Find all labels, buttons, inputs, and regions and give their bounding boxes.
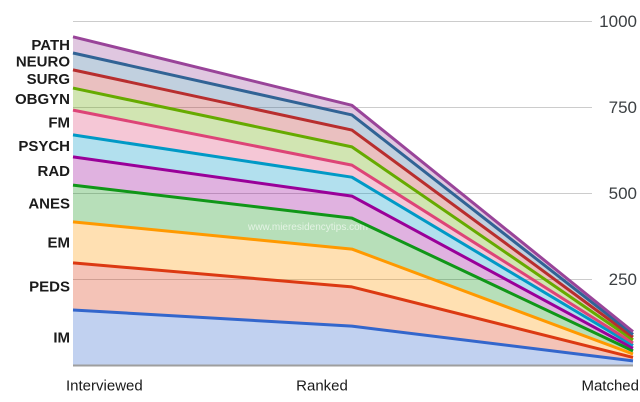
- series-line-anes: [72, 183, 634, 353]
- series-line-path: [72, 35, 634, 333]
- series-line-surg: [72, 68, 634, 339]
- area-band-obgyn: [73, 88, 633, 343]
- series-line-fm: [72, 108, 634, 345]
- series-line-psych: [72, 133, 634, 347]
- series-line-im: [72, 308, 634, 363]
- area-band-anes: [73, 185, 633, 354]
- x-axis-label-ranked: Ranked: [296, 378, 348, 395]
- series-line-rad: [72, 155, 634, 350]
- area-band-surg: [73, 69, 633, 340]
- row-label-neuro: NEURO: [16, 53, 71, 70]
- row-label-em: EM: [48, 234, 71, 251]
- area-band-peds: [73, 262, 633, 361]
- area-band-psych: [73, 134, 633, 349]
- row-label-rad: RAD: [38, 163, 71, 180]
- area-band-em: [73, 221, 633, 358]
- y-axis-label-500: 500: [609, 184, 637, 203]
- row-label-psych: PSYCH: [18, 138, 70, 155]
- area-band-rad: [73, 156, 633, 351]
- row-label-obgyn: OBGYN: [15, 91, 70, 108]
- series-line-peds: [72, 261, 634, 359]
- series-line-em: [72, 220, 634, 356]
- series-line-obgyn: [72, 86, 634, 342]
- y-axis-label-750: 750: [609, 98, 637, 117]
- x-axis-label-interviewed: Interviewed: [66, 378, 143, 395]
- watermark: www.mieresidencytips.com: [247, 222, 368, 233]
- row-label-im: IM: [53, 329, 70, 346]
- area-band-fm: [73, 110, 633, 346]
- row-label-peds: PEDS: [29, 278, 70, 295]
- row-label-anes: ANES: [28, 195, 70, 212]
- series-line-neuro: [72, 51, 634, 336]
- area-band-im: [73, 309, 633, 365]
- row-label-path: PATH: [31, 37, 70, 54]
- row-label-fm: FM: [48, 114, 70, 131]
- y-axis-label-1000: 1000: [599, 12, 637, 31]
- x-axis-label-matched: Matched: [581, 378, 639, 395]
- row-label-surg: SURG: [27, 71, 70, 88]
- y-axis-label-250: 250: [609, 270, 637, 289]
